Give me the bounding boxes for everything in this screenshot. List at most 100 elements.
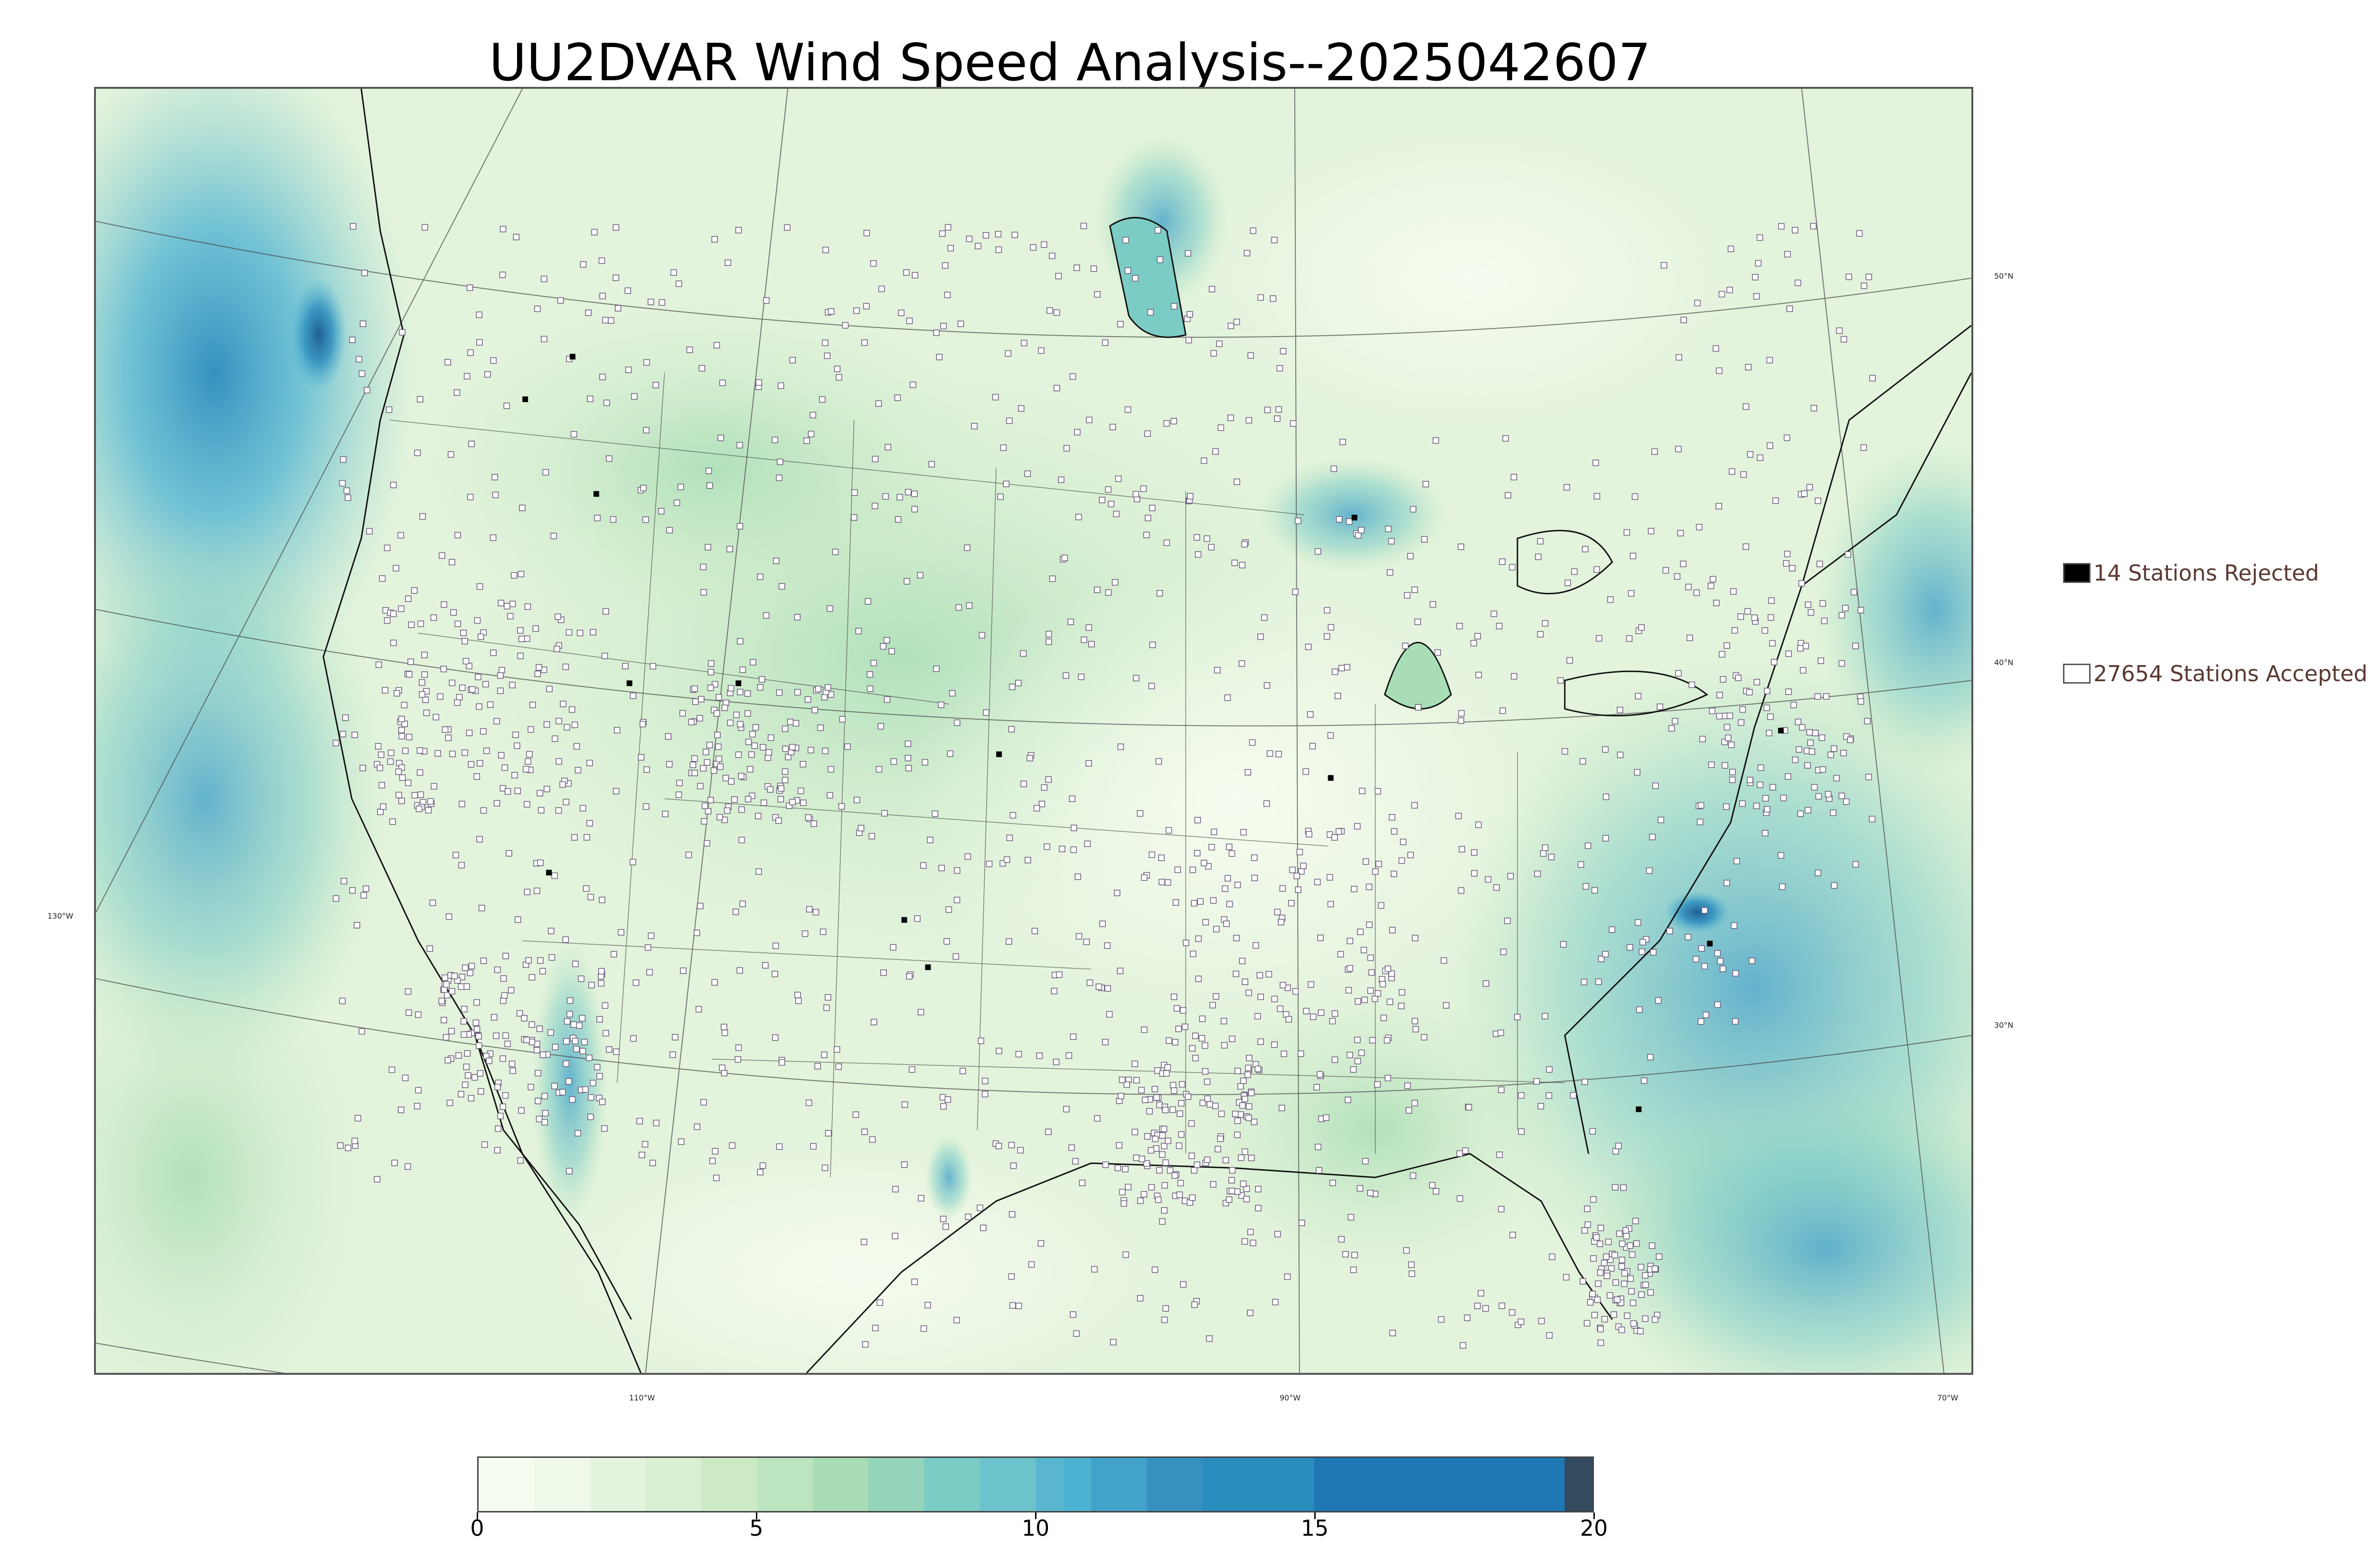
station-accepted	[1807, 739, 1814, 746]
station-accepted	[1407, 553, 1414, 560]
station-accepted	[1603, 1253, 1610, 1260]
station-accepted	[716, 814, 723, 821]
station-accepted	[1770, 784, 1776, 791]
station-accepted	[1171, 1172, 1178, 1179]
station-accepted	[1084, 840, 1091, 847]
station-accepted	[697, 715, 703, 722]
station-accepted	[463, 1063, 470, 1070]
station-accepted	[1815, 793, 1822, 800]
station-accepted	[601, 652, 608, 659]
station-accepted	[583, 885, 590, 892]
station-accepted	[1386, 569, 1394, 576]
station-accepted	[506, 850, 512, 857]
station-accepted	[744, 796, 752, 803]
station-accepted	[882, 493, 889, 500]
station-accepted	[552, 1043, 559, 1051]
station-accepted	[566, 1011, 573, 1018]
station-accepted	[1149, 851, 1155, 858]
station-accepted	[1172, 1039, 1178, 1046]
station-accepted	[1257, 1038, 1264, 1045]
station-accepted	[1156, 1167, 1163, 1174]
station-accepted	[764, 754, 772, 761]
station-accepted	[572, 960, 579, 967]
station-accepted	[1726, 287, 1733, 293]
station-accepted	[911, 1278, 918, 1285]
station-accepted	[1113, 510, 1120, 517]
station-accepted	[1857, 698, 1865, 705]
station-accepted	[1693, 589, 1700, 596]
station-rejected	[626, 680, 632, 686]
station-accepted	[587, 893, 594, 901]
station-accepted	[1714, 950, 1721, 957]
station-accepted	[1632, 1218, 1639, 1224]
station-accepted	[1169, 1082, 1177, 1089]
station-accepted	[1389, 1330, 1396, 1336]
station-accepted	[689, 761, 697, 769]
station-accepted	[612, 274, 619, 281]
station-accepted	[1729, 769, 1736, 775]
station-accepted	[1306, 831, 1312, 838]
station-accepted	[1199, 1015, 1206, 1022]
station-accepted	[1694, 300, 1701, 307]
station-accepted	[1161, 1207, 1168, 1214]
station-accepted	[824, 684, 831, 691]
station-markers	[332, 223, 1876, 1349]
station-accepted	[603, 1030, 609, 1037]
station-accepted	[1195, 935, 1202, 942]
station-accepted	[1590, 1255, 1597, 1262]
station-accepted	[1545, 1092, 1553, 1099]
station-accepted	[1792, 756, 1799, 763]
station-accepted	[1379, 981, 1386, 987]
station-accepted	[1412, 1018, 1418, 1024]
station-accepted	[797, 788, 804, 794]
station-accepted	[459, 800, 465, 807]
station-accepted	[945, 224, 951, 231]
station-accepted	[1597, 1224, 1604, 1231]
station-accepted	[1465, 1104, 1472, 1111]
station-accepted	[1165, 1137, 1171, 1144]
station-accepted	[1410, 1172, 1416, 1179]
station-accepted	[1662, 567, 1669, 574]
station-accepted	[1195, 976, 1202, 982]
station-accepted	[737, 721, 744, 728]
station-accepted	[1156, 1101, 1163, 1108]
station-accepted	[1037, 1240, 1045, 1247]
station-accepted	[870, 659, 877, 667]
station-accepted	[862, 1341, 869, 1348]
station-accepted	[1308, 981, 1314, 988]
station-accepted	[613, 1048, 620, 1055]
station-accepted	[1634, 769, 1640, 776]
station-accepted	[427, 798, 434, 805]
station-accepted	[490, 1014, 498, 1021]
station-accepted	[710, 767, 717, 774]
station-accepted	[776, 689, 783, 696]
station-accepted	[478, 905, 485, 911]
station-accepted	[390, 639, 397, 646]
station-accepted	[1300, 863, 1307, 869]
station-accepted	[1257, 633, 1264, 640]
colorbar-segment	[980, 1458, 1036, 1511]
station-accepted	[1398, 1003, 1405, 1009]
station-accepted	[459, 974, 465, 980]
station-accepted	[499, 667, 505, 674]
station-accepted	[1831, 882, 1837, 889]
station-accepted	[1843, 798, 1850, 805]
station-accepted	[1159, 1132, 1166, 1139]
station-accepted	[820, 929, 827, 935]
station-accepted	[1266, 750, 1273, 757]
station-accepted	[721, 704, 728, 711]
station-accepted	[1105, 589, 1112, 596]
station-accepted	[1845, 551, 1851, 558]
station-accepted	[1102, 1039, 1109, 1045]
station-accepted	[606, 455, 612, 462]
station-accepted	[1728, 468, 1735, 475]
station-accepted	[1245, 989, 1252, 996]
station-accepted	[1619, 1257, 1625, 1263]
station-accepted	[1498, 1206, 1505, 1212]
station-accepted	[1318, 1009, 1325, 1016]
station-accepted	[449, 751, 456, 757]
station-accepted	[332, 895, 339, 902]
station-accepted	[1336, 828, 1342, 835]
station-accepted	[1375, 990, 1381, 997]
station-accepted	[1212, 448, 1219, 455]
